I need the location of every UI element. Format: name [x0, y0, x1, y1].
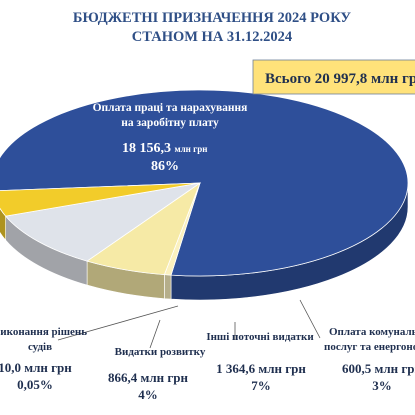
leader-courts — [57, 305, 179, 341]
label-courts-line-2: судів — [28, 341, 52, 353]
value-salary-unit: млн грн — [175, 144, 208, 154]
label-other: Інші поточні видатки — [206, 331, 314, 343]
label-salary-line-1: Оплата праці та нарахування — [93, 102, 248, 114]
total-label: Всього 20 997,8 млн грн — [265, 71, 415, 87]
percent-courts: 0,05% — [17, 377, 53, 392]
pie-slice-utilities — [0, 182, 201, 217]
pie-slice-salary — [0, 89, 409, 277]
chart-title-line-1: БЮДЖЕТНІ ПРИЗНАЧЕННЯ 2024 РОКУ — [73, 10, 352, 26]
percent-other: 7% — [251, 378, 271, 393]
value-development: 866,4 млн грн — [108, 370, 189, 385]
pie-slice-other — [4, 182, 201, 262]
label-courts-line-1: Виконання рішень — [0, 326, 87, 338]
percent-utilities: 3% — [372, 378, 392, 393]
label-salary-line-2: на заробітну плату — [121, 117, 219, 129]
label-development: Видатки розвитку — [115, 346, 206, 358]
leader-development — [149, 319, 161, 349]
total-box — [252, 59, 415, 95]
chart-title-line-2: СТАНОМ НА 31.12.2024 — [132, 29, 292, 45]
percent-salary: 86% — [151, 159, 179, 174]
value-other: 1 364,6 млн грн — [216, 361, 306, 376]
label-utilities-line-1: Оплата комунальних — [329, 326, 415, 338]
value-salary-number: 18 156,3 — [122, 141, 175, 156]
value-utilities: 600,5 млн грн — [342, 361, 415, 376]
leader-lines — [57, 299, 321, 349]
value-courts: 10,0 млн грн — [0, 360, 72, 375]
percent-development: 4% — [138, 387, 158, 402]
pie-side-utilities — [0, 207, 6, 241]
pie-side-courts — [164, 274, 172, 300]
pie-tops — [0, 89, 409, 277]
label-utilities-line-2: послуг та енергоносіїв — [324, 341, 415, 353]
value-salary: 18 156,3 млн грн — [122, 141, 207, 156]
leader-utilities — [299, 299, 321, 339]
